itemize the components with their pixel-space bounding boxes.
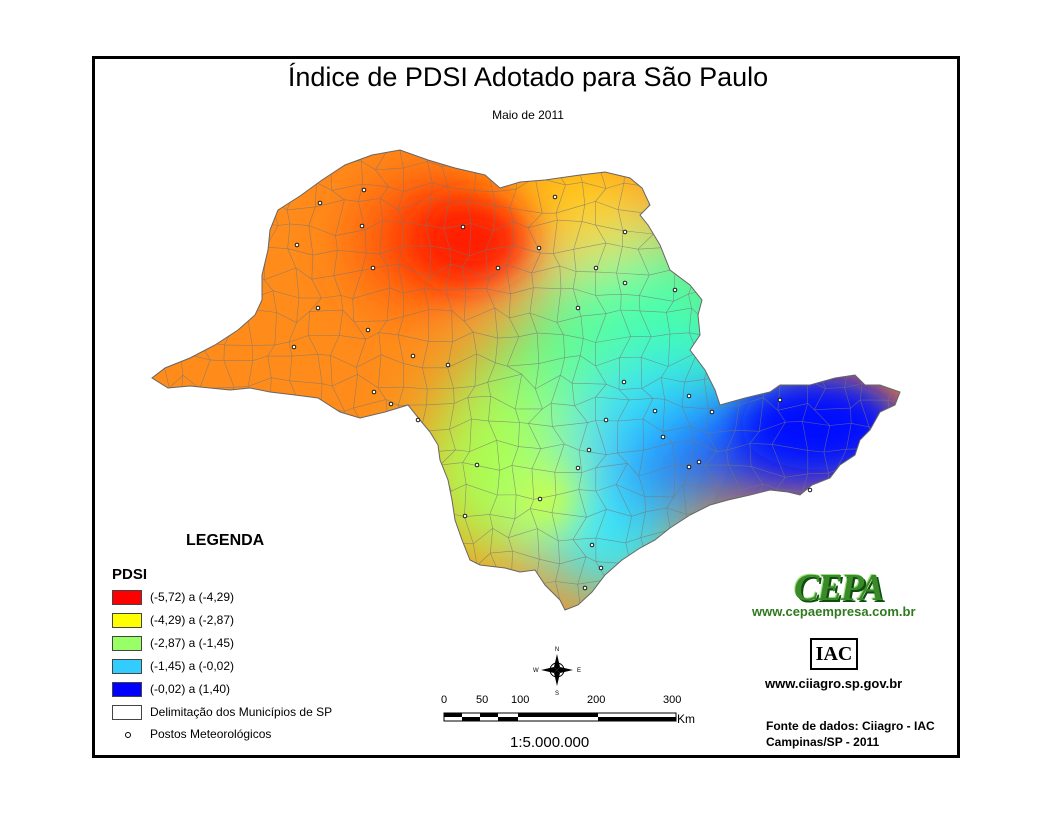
legend-swatch bbox=[112, 589, 142, 605]
legend-class-2: (-4,29) a (-2,87) bbox=[112, 611, 234, 629]
station-marker bbox=[359, 223, 365, 229]
station-marker bbox=[365, 327, 371, 333]
station-marker bbox=[460, 224, 466, 230]
station-marker bbox=[686, 464, 692, 470]
legend-stations: Postos Meteorológicos bbox=[112, 725, 271, 743]
station-marker bbox=[603, 417, 609, 423]
compass-w: W bbox=[533, 668, 539, 674]
compass-s: S bbox=[555, 691, 559, 697]
station-marker bbox=[777, 397, 783, 403]
station-dot-icon bbox=[112, 727, 142, 742]
station-marker bbox=[317, 200, 323, 206]
station-marker bbox=[415, 417, 421, 423]
station-marker bbox=[370, 265, 376, 271]
compass-rose-icon: N S E W bbox=[533, 647, 581, 697]
legend-boundaries-label: Delimitação dos Municípios de SP bbox=[150, 705, 333, 719]
station-marker bbox=[621, 379, 627, 385]
scale-unit: Km bbox=[677, 712, 695, 726]
station-marker bbox=[696, 459, 702, 465]
legend-heading: LEGENDA bbox=[186, 532, 265, 549]
data-source: Fonte de dados: Ciiagro - IAC Campinas/S… bbox=[766, 718, 935, 750]
data-source-line1: Fonte de dados: Ciiagro - IAC bbox=[766, 719, 935, 733]
legend-swatch bbox=[112, 612, 142, 628]
scale-tick-200: 200 bbox=[587, 694, 606, 706]
legend-class-label: (-2,87) a (-1,45) bbox=[150, 636, 235, 650]
station-marker bbox=[536, 245, 542, 251]
station-marker bbox=[361, 187, 367, 193]
scale-tick-300: 300 bbox=[663, 694, 682, 706]
station-marker bbox=[582, 585, 588, 591]
station-marker bbox=[660, 434, 666, 440]
station-marker bbox=[589, 542, 595, 548]
map-title: Índice de PDSI Adotado para São Paulo bbox=[287, 62, 769, 92]
map-subtitle: Maio de 2011 bbox=[492, 108, 564, 122]
station-marker bbox=[445, 362, 451, 368]
legend-class-1: (-5,72) a (-4,29) bbox=[112, 588, 234, 606]
station-marker bbox=[598, 565, 604, 571]
legend-class-label: (-0,02) a (1,40) bbox=[150, 682, 231, 696]
legend-swatch bbox=[112, 704, 142, 720]
station-marker bbox=[388, 401, 394, 407]
data-source-line2: Campinas/SP - 2011 bbox=[766, 735, 880, 749]
legend-boundaries: Delimitação dos Municípios de SP bbox=[112, 703, 332, 721]
scale-bar bbox=[443, 712, 677, 722]
compass-n: N bbox=[555, 647, 559, 653]
station-marker bbox=[294, 242, 300, 248]
station-marker bbox=[495, 265, 501, 271]
cepa-logo: CEPA bbox=[794, 567, 884, 609]
legend-swatch bbox=[112, 658, 142, 674]
station-marker bbox=[371, 389, 377, 395]
station-marker bbox=[686, 393, 692, 399]
station-marker bbox=[575, 465, 581, 471]
station-marker bbox=[622, 280, 628, 286]
scale-tick-50: 50 bbox=[476, 694, 489, 706]
station-marker bbox=[552, 194, 558, 200]
iac-logo: IAC bbox=[810, 638, 858, 670]
station-marker bbox=[672, 287, 678, 293]
legend-class-label: (-1,45) a (-0,02) bbox=[150, 659, 235, 673]
legend-class-label: (-5,72) a (-4,29) bbox=[150, 590, 235, 604]
station-marker bbox=[410, 353, 416, 359]
cepa-url-link[interactable]: www.cepaempresa.com.br bbox=[752, 604, 916, 619]
station-marker bbox=[652, 408, 658, 414]
weather-stations bbox=[291, 187, 813, 591]
station-marker bbox=[462, 513, 468, 519]
station-marker bbox=[537, 496, 543, 502]
legend-class-3: (-2,87) a (-1,45) bbox=[112, 634, 234, 652]
station-marker bbox=[291, 344, 297, 350]
ciiagro-url-link[interactable]: www.ciiagro.sp.gov.br bbox=[765, 676, 903, 691]
station-marker bbox=[622, 229, 628, 235]
station-marker bbox=[575, 305, 581, 311]
scale-ratio: 1:5.000.000 bbox=[510, 734, 590, 751]
legend-pdsi-label: PDSI bbox=[112, 566, 148, 583]
station-marker bbox=[586, 447, 592, 453]
compass-e: E bbox=[577, 668, 581, 674]
legend-class-label: (-4,29) a (-2,87) bbox=[150, 613, 235, 627]
legend-class-4: (-1,45) a (-0,02) bbox=[112, 657, 234, 675]
station-marker bbox=[315, 305, 321, 311]
legend-swatch bbox=[112, 635, 142, 651]
station-marker bbox=[593, 265, 599, 271]
legend-swatch bbox=[112, 681, 142, 697]
station-marker bbox=[474, 462, 480, 468]
legend-class-5: (-0,02) a (1,40) bbox=[112, 680, 230, 698]
scale-tick-0: 0 bbox=[441, 694, 448, 706]
station-marker bbox=[709, 409, 715, 415]
station-marker bbox=[807, 487, 813, 493]
legend-stations-label: Postos Meteorológicos bbox=[150, 727, 272, 741]
scale-tick-100: 100 bbox=[511, 694, 530, 706]
